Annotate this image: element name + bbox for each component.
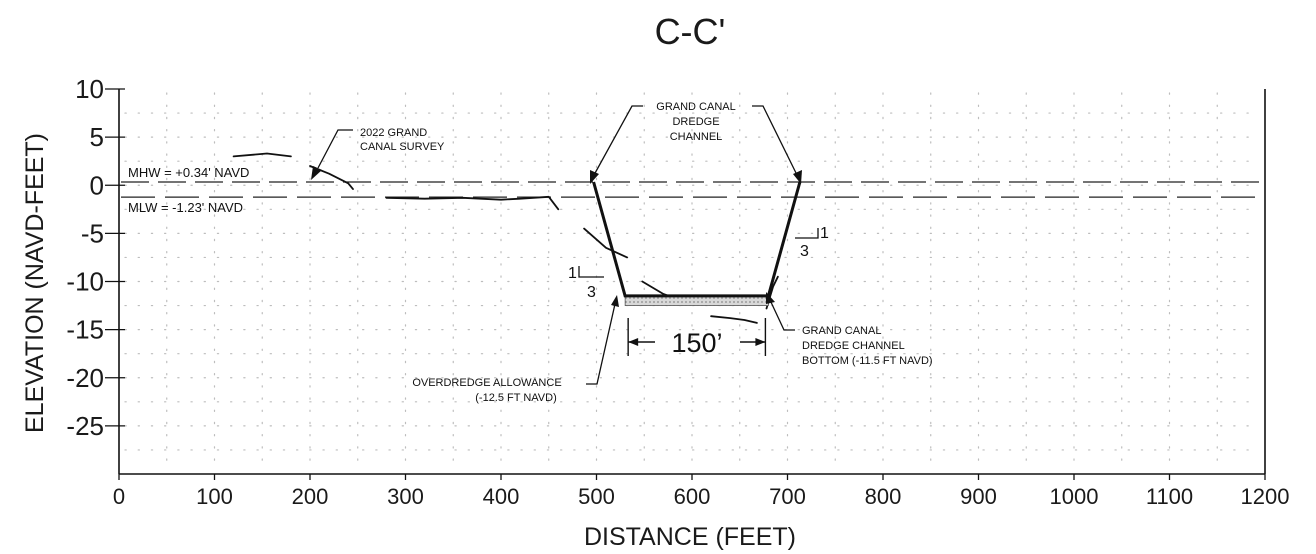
dredge-channel: 150’ bbox=[592, 181, 802, 358]
x-tick-label: 700 bbox=[769, 484, 806, 509]
x-tick-label: 1000 bbox=[1050, 484, 1099, 509]
channel-leader-arrow-left bbox=[590, 170, 599, 184]
mlw-label: MLW = -1.23' NAVD bbox=[128, 200, 243, 215]
y-tick-label: 10 bbox=[75, 74, 104, 104]
channel-leader-right bbox=[752, 105, 798, 176]
y-tick-label: -10 bbox=[66, 267, 104, 297]
survey-line bbox=[710, 315, 758, 324]
y-tick-label: 0 bbox=[90, 170, 104, 200]
x-tick-label: 400 bbox=[483, 484, 520, 509]
bottom-leader-arrow bbox=[766, 292, 775, 304]
bottom-note-line: BOTTOM (-11.5 FT NAVD) bbox=[802, 355, 933, 367]
x-tick-label: 600 bbox=[674, 484, 711, 509]
x-ticks: 0 100 200 300 400 500 600 700 800 900 1000 1100 1200 bbox=[113, 474, 1290, 509]
overdredge-leader-arrow bbox=[611, 295, 619, 307]
x-tick-label: 900 bbox=[960, 484, 997, 509]
channel-leader-arrow-right bbox=[793, 170, 802, 184]
y-ticks: 10 5 0 -5 -10 -15 -20 -25 bbox=[66, 74, 125, 441]
x-tick-label: 300 bbox=[387, 484, 424, 509]
channel-note-line: DREDGE bbox=[672, 116, 719, 128]
y-axis-title: ELEVATION (NAVD-FEET) bbox=[21, 133, 49, 433]
survey-note-line: 2022 GRAND bbox=[360, 127, 427, 139]
y-tick-label: -5 bbox=[81, 218, 104, 248]
survey-leader-arrow bbox=[311, 166, 322, 180]
y-tick-label: -15 bbox=[66, 315, 104, 345]
x-axis-title: DISTANCE (FEET) bbox=[584, 523, 796, 551]
survey-line bbox=[583, 227, 628, 259]
channel-outline bbox=[592, 181, 802, 298]
survey-note-line: CANAL SURVEY bbox=[360, 141, 445, 153]
survey-profile bbox=[232, 152, 779, 324]
grid bbox=[124, 92, 1260, 471]
annotations: 2022 GRAND CANAL SURVEY GRAND CANAL DREDGE C… bbox=[311, 101, 933, 404]
dimension-arrow-left bbox=[628, 338, 639, 346]
channel-note-line: CHANNEL bbox=[670, 131, 723, 143]
slope-right-mark bbox=[795, 228, 819, 239]
x-tick-label: 800 bbox=[865, 484, 902, 509]
survey-line bbox=[232, 152, 292, 158]
bottom-note-line: DREDGE CHANNEL bbox=[802, 340, 905, 352]
channel-note-line: GRAND CANAL bbox=[656, 101, 735, 113]
dimension-arrow-right bbox=[755, 338, 766, 346]
bottom-note-line: GRAND CANAL bbox=[802, 325, 881, 337]
slope-left-mark bbox=[578, 266, 604, 278]
water-levels: MHW = +0.34' NAVD MLW = -1.23' NAVD bbox=[121, 165, 1265, 215]
slope-left-run: 3 bbox=[587, 284, 596, 301]
x-tick-label: 0 bbox=[113, 484, 125, 509]
chart-title: C-C' bbox=[655, 11, 726, 52]
bottom-width-label: 150’ bbox=[671, 328, 722, 358]
overdredge-leader bbox=[586, 303, 616, 385]
mhw-label: MHW = +0.34' NAVD bbox=[128, 165, 249, 180]
slope-right-run: 3 bbox=[800, 243, 809, 260]
slope-left-rise: 1 bbox=[568, 265, 577, 282]
y-tick-label: -20 bbox=[66, 363, 104, 393]
x-tick-label: 100 bbox=[196, 484, 233, 509]
survey-leader bbox=[317, 129, 353, 169]
x-tick-label: 200 bbox=[292, 484, 329, 509]
overdredge-note-line: (-12.5 FT NAVD) bbox=[475, 392, 557, 404]
x-tick-label: 500 bbox=[578, 484, 615, 509]
slope-right-rise: 1 bbox=[820, 225, 829, 242]
overdredge-note-line: OVERDREDGE ALLOWANCE bbox=[412, 377, 561, 389]
bottom-leader bbox=[769, 299, 795, 331]
channel-leader-left bbox=[593, 105, 643, 176]
y-tick-label: 5 bbox=[90, 122, 104, 152]
y-tick-label: -25 bbox=[66, 411, 104, 441]
x-tick-label: 1100 bbox=[1146, 484, 1193, 509]
x-tick-label: 1200 bbox=[1241, 484, 1290, 509]
survey-line bbox=[385, 195, 560, 211]
